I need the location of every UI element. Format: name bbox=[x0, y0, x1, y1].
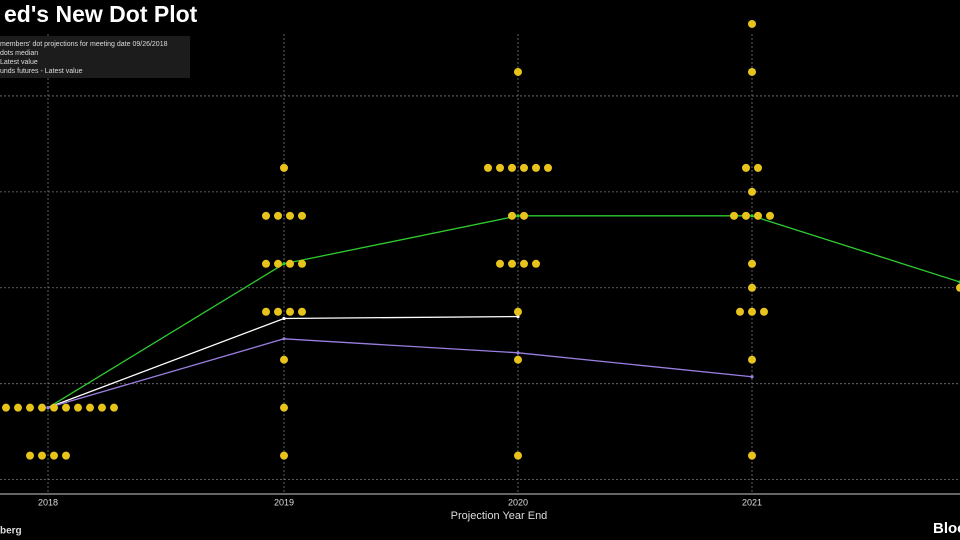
dot bbox=[748, 355, 756, 364]
dot bbox=[280, 403, 288, 412]
dot bbox=[514, 451, 522, 460]
series-line bbox=[47, 215, 960, 409]
line-point bbox=[516, 351, 520, 355]
dot bbox=[742, 211, 750, 220]
dot bbox=[514, 67, 522, 76]
dot bbox=[748, 307, 756, 316]
line-point bbox=[516, 214, 520, 218]
series-line bbox=[47, 338, 753, 409]
dot bbox=[280, 451, 288, 460]
dot bbox=[544, 163, 552, 172]
dot bbox=[484, 163, 492, 172]
dot bbox=[748, 19, 756, 28]
x-tick-label: 2020 bbox=[508, 497, 528, 507]
dot bbox=[520, 259, 528, 268]
line-point bbox=[750, 375, 754, 379]
dot bbox=[2, 403, 10, 412]
dot bbox=[730, 211, 738, 220]
dot bbox=[520, 211, 528, 220]
dot bbox=[298, 211, 306, 220]
dot bbox=[62, 403, 70, 412]
legend-label: unds futures - Latest value bbox=[0, 68, 83, 75]
dot bbox=[286, 259, 294, 268]
legend-label: dots median bbox=[0, 50, 38, 57]
dot bbox=[262, 259, 270, 268]
line-point bbox=[46, 406, 50, 410]
dot bbox=[14, 403, 22, 412]
dot bbox=[74, 403, 82, 412]
line-point bbox=[282, 337, 286, 341]
dot bbox=[262, 307, 270, 316]
dot bbox=[520, 163, 528, 172]
dot bbox=[496, 163, 504, 172]
dot bbox=[748, 187, 756, 196]
dot bbox=[98, 403, 106, 412]
dot bbox=[286, 211, 294, 220]
dot bbox=[26, 451, 34, 460]
dot bbox=[280, 355, 288, 364]
dot bbox=[508, 259, 516, 268]
line-point bbox=[516, 314, 520, 319]
legend-label: members' dot projections for meeting dat… bbox=[0, 41, 168, 48]
dot bbox=[62, 451, 70, 460]
dot bbox=[532, 259, 540, 268]
dot bbox=[748, 283, 756, 292]
x-tick-label: 2018 bbox=[38, 497, 58, 507]
dot bbox=[508, 163, 516, 172]
legend-box bbox=[0, 36, 190, 78]
dot bbox=[748, 259, 756, 268]
dot bbox=[274, 307, 282, 316]
x-axis-label: Projection Year End bbox=[451, 510, 548, 522]
dot bbox=[298, 307, 306, 316]
dot bbox=[38, 451, 46, 460]
x-tick-label: 2019 bbox=[274, 497, 294, 507]
dot bbox=[532, 163, 540, 172]
dot bbox=[262, 211, 270, 220]
dot bbox=[286, 307, 294, 316]
dot bbox=[508, 211, 516, 220]
dot bbox=[26, 403, 34, 412]
dot bbox=[280, 163, 288, 172]
line-point bbox=[750, 214, 754, 218]
line-point bbox=[282, 316, 286, 321]
dot bbox=[754, 211, 762, 220]
dot bbox=[274, 259, 282, 268]
brand: Bloo bbox=[933, 520, 960, 537]
dot bbox=[766, 211, 774, 220]
line-point bbox=[282, 262, 286, 266]
dot bbox=[748, 451, 756, 460]
dot bbox=[38, 403, 46, 412]
dot bbox=[742, 163, 750, 172]
dot bbox=[748, 67, 756, 76]
source: berg bbox=[0, 526, 22, 537]
dot bbox=[110, 403, 118, 412]
dot bbox=[496, 259, 504, 268]
dot bbox=[514, 355, 522, 364]
x-tick-label: 2021 bbox=[742, 497, 762, 507]
dot bbox=[274, 211, 282, 220]
dot bbox=[736, 307, 744, 316]
dot bbox=[298, 259, 306, 268]
legend-label: Latest value bbox=[0, 59, 38, 66]
dot bbox=[86, 403, 94, 412]
dot bbox=[50, 451, 58, 460]
dot bbox=[514, 307, 522, 316]
dot bbox=[754, 163, 762, 172]
dot bbox=[50, 403, 58, 412]
dot bbox=[760, 307, 768, 316]
dot bbox=[956, 283, 960, 292]
chart-title: ed's New Dot Plot bbox=[4, 1, 198, 27]
